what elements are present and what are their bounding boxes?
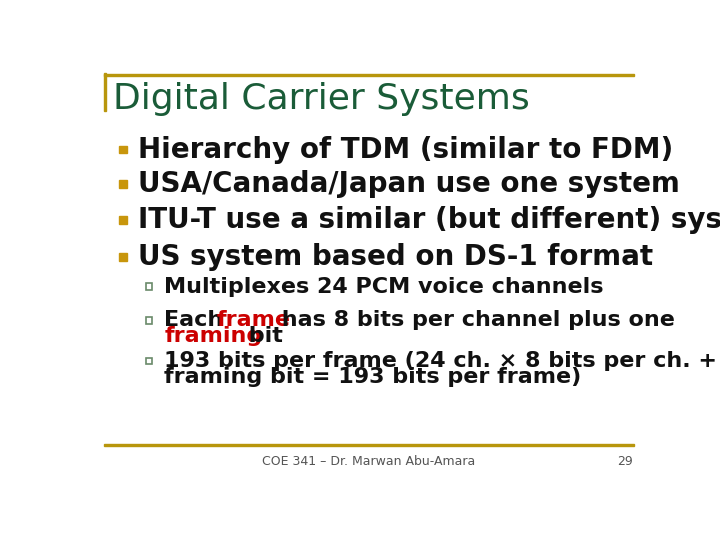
Bar — [120, 217, 127, 224]
Bar — [104, 75, 634, 76]
Text: Multiplexes 24 PCM voice channels: Multiplexes 24 PCM voice channels — [164, 276, 604, 296]
Text: Digital Carrier Systems: Digital Carrier Systems — [113, 83, 530, 117]
Text: framing: framing — [164, 326, 263, 346]
Bar — [145, 318, 152, 323]
Text: 193 bits per frame (24 ch. × 8 bits per ch. + 1: 193 bits per frame (24 ch. × 8 bits per … — [164, 351, 720, 372]
Text: has 8 bits per channel plus one: has 8 bits per channel plus one — [274, 310, 675, 330]
Bar — [145, 358, 152, 365]
Text: Hierarchy of TDM (similar to FDM): Hierarchy of TDM (similar to FDM) — [138, 136, 673, 164]
Bar — [104, 444, 634, 446]
Bar — [145, 284, 152, 289]
Bar — [120, 253, 127, 261]
Text: ITU-T use a similar (but different) system: ITU-T use a similar (but different) syst… — [138, 206, 720, 234]
Text: framing bit = 193 bits per frame): framing bit = 193 bits per frame) — [164, 367, 582, 387]
Bar — [104, 72, 107, 111]
Text: bit: bit — [240, 326, 282, 346]
Bar — [120, 180, 127, 188]
Bar — [120, 146, 127, 153]
Text: COE 341 – Dr. Marwan Abu-Amara: COE 341 – Dr. Marwan Abu-Amara — [262, 455, 476, 468]
Text: USA/Canada/Japan use one system: USA/Canada/Japan use one system — [138, 170, 680, 198]
Text: frame: frame — [216, 310, 290, 330]
Text: US system based on DS-1 format: US system based on DS-1 format — [138, 244, 653, 271]
Text: Each: Each — [164, 310, 231, 330]
Text: 29: 29 — [617, 455, 632, 468]
